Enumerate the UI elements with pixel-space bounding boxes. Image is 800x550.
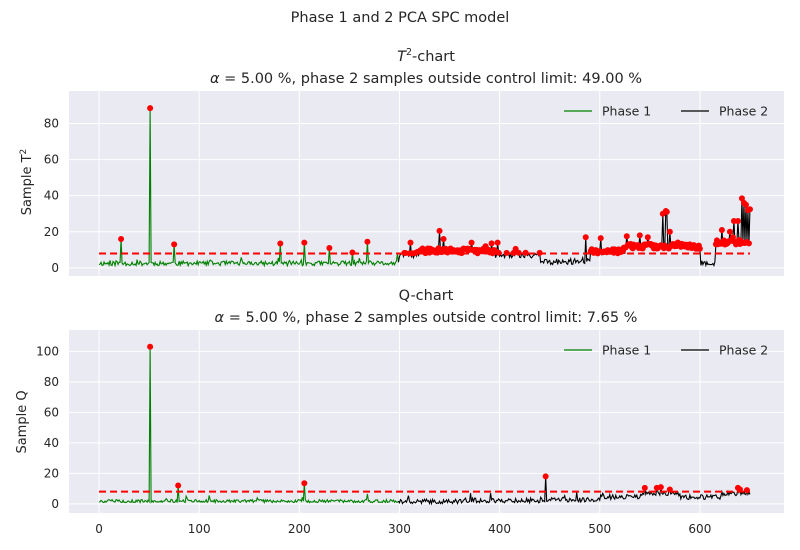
t2-outlier-point [301,239,308,246]
q-ytick-label: 80 [44,375,59,389]
t2-ylabel: Sample T2 [19,149,35,216]
q-xtick-label: 200 [288,522,311,536]
t2-outlier-point [488,240,495,247]
suptitle: Phase 1 and 2 PCA SPC model [291,10,510,26]
t2-outlier-point [729,234,736,241]
t2-outlier-point [663,208,670,215]
t2-outlier-point [597,235,604,242]
q-chart-panel: Q-chart α = 5.00 %, phase 2 samples outs… [15,288,784,536]
q-phase2-line [397,476,751,506]
t2-outlier-point [440,236,447,242]
q-xtick-label: 600 [688,522,711,536]
t2-outlier-point [636,232,643,239]
t2-phase1-line [98,108,400,268]
t2-chart-subtitle: α = 5.00 %, phase 2 samples outside cont… [210,71,642,87]
q-chart-subtitle: α = 5.00 %, phase 2 samples outside cont… [215,310,638,326]
q-chart-title: Q-chart [399,288,454,304]
q-outlier-point [736,486,743,493]
q-outlier-point [301,480,308,487]
t2-legend-phase2-label: Phase 2 [719,104,768,119]
t2-outlier-point [277,240,284,247]
q-phase1-line [99,346,399,505]
q-xtick-label: 100 [188,522,211,536]
q-legend-phase2-label: Phase 2 [719,343,768,358]
q-series-group [99,343,751,506]
t2-outlier-point [666,228,673,235]
q-outlier-point [743,487,750,494]
t2-outlier-point [742,201,749,208]
t2-outlier-point [644,234,651,241]
q-outlier-point [175,482,182,489]
t2-outlier-point [326,245,333,252]
t2-ylabel-main: Sample T [20,154,35,215]
t2-outlier-point [495,249,502,256]
t2-outlier-point [118,236,125,242]
t2-chart-panel: T2-chart α = 5.00 %, phase 2 samples out… [19,47,784,276]
t2-outlier-point [746,206,753,213]
t2-outlier-point [745,240,752,247]
t2-outlier-point [364,238,371,245]
t2-outlier-point [515,249,522,256]
t2-ylabel-sup: 2 [19,149,29,155]
q-legend: Phase 1 Phase 2 [564,343,768,358]
t2-title-main: T [397,49,407,65]
q-ylabel: Sample Q [15,390,30,453]
t2-title-sup: 2 [406,47,412,58]
q-xtick-label: 300 [388,522,411,536]
q-xtick-label: 400 [488,522,511,536]
q-subtitle-alpha: α [215,310,225,326]
q-outlier-point [641,484,648,491]
q-subtitle-rest: = 5.00 %, phase 2 samples outside contro… [224,310,637,326]
t2-outlier-point [536,249,543,256]
t2-outlier-point [582,234,589,241]
q-ytick-label: 20 [44,466,59,480]
q-outlier-point [657,484,664,491]
t2-ytick-label: 40 [44,189,59,203]
t2-outlier-point [738,195,745,202]
t2-outlier-point [436,227,443,234]
q-xtick-label: 0 [95,522,103,536]
t2-outlier-point [696,245,703,252]
t2-subtitle-rest: = 5.00 %, phase 2 samples outside contro… [220,71,643,87]
q-ytick-label: 0 [51,497,59,511]
t2-series-group [98,105,753,268]
q-ytick-label: 60 [44,405,59,419]
q-outlier-point [542,473,549,480]
t2-outlier-point [407,239,414,246]
t2-outlier-point [468,239,475,246]
t2-legend-phase1-label: Phase 1 [602,104,651,119]
t2-ytick-label: 60 [44,153,59,167]
t2-ytick-label: 80 [44,116,59,130]
t2-ytick-label: 20 [44,225,59,239]
t2-outlier-point [726,228,733,235]
q-xtick-label: 500 [588,522,611,536]
t2-outlier-point [503,249,510,256]
q-outlier-point [147,343,154,350]
t2-outlier-point [147,105,154,112]
t2-legend: Phase 1 Phase 2 [564,104,768,119]
t2-ytick-label: 0 [51,261,59,275]
t2-outlier-point [494,239,501,246]
q-legend-phase1-label: Phase 1 [602,343,651,358]
q-plot-area [69,330,784,513]
t2-outlier-point [349,249,356,256]
t2-outlier-point [734,217,741,224]
q-ylabel-main: Sample Q [15,390,30,453]
q-ytick-label: 40 [44,436,59,450]
t2-title-rest: -chart [412,49,455,65]
t2-subtitle-alpha: α [210,71,220,87]
t2-outlier-point [623,233,630,240]
t2-outlier-point [718,226,725,233]
q-ytick-label: 100 [36,344,59,358]
t2-outlier-point [171,241,178,248]
t2-outlier-point [522,249,529,256]
q-title-main: Q-chart [399,288,454,304]
q-outlier-point [666,486,673,493]
t2-chart-title: T2-chart [397,47,455,65]
